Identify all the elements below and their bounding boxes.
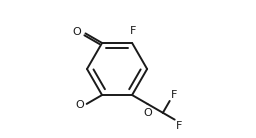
Text: O: O (73, 27, 81, 37)
Text: F: F (171, 90, 177, 100)
Text: O: O (75, 100, 84, 110)
Text: O: O (143, 108, 152, 118)
Text: F: F (176, 121, 183, 131)
Text: F: F (130, 26, 137, 36)
